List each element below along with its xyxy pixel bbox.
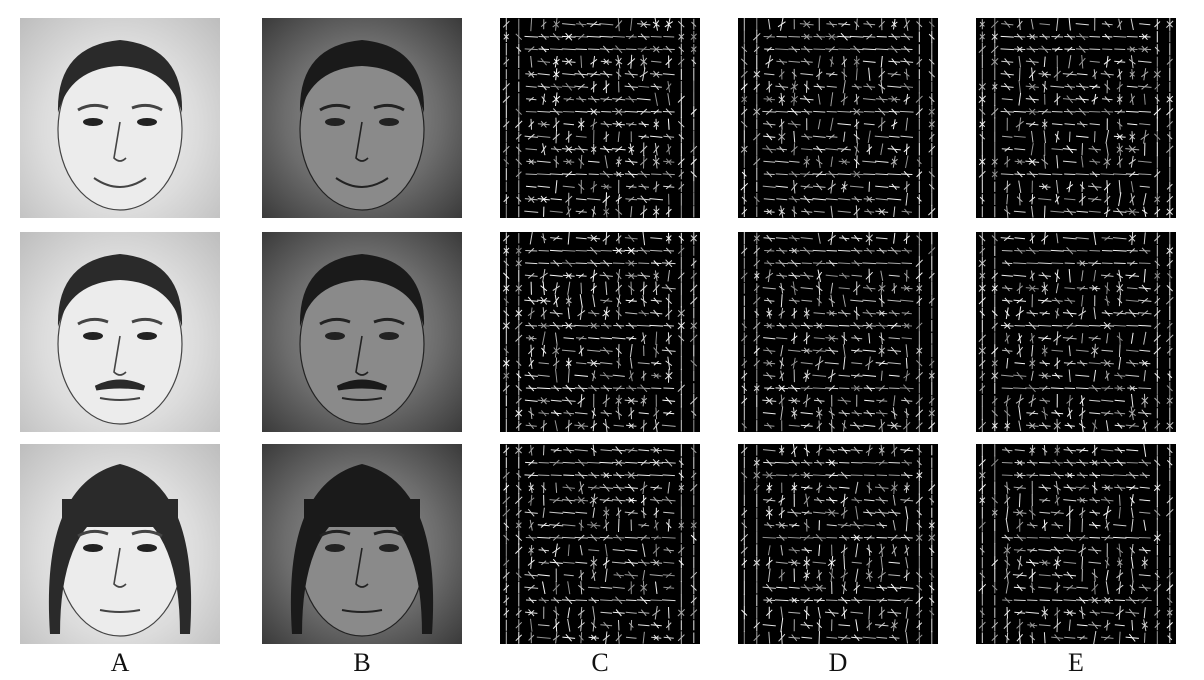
tile-row-1-col-a — [20, 18, 220, 218]
column-label-c: C — [591, 648, 609, 677]
tile-row-3-col-e — [976, 444, 1176, 644]
hog-image — [502, 232, 698, 432]
tile-row-1-col-e — [976, 18, 1176, 218]
hog-image — [978, 444, 1174, 644]
hog-image — [978, 18, 1174, 218]
tile-row-2-col-c — [500, 232, 700, 432]
column-label-e: E — [1068, 648, 1084, 677]
tile-row-3-col-d — [738, 444, 938, 644]
tile-row-2-col-a — [20, 232, 220, 432]
column-label-b: B — [353, 648, 371, 677]
tile-row-3-col-a — [20, 444, 220, 644]
tile-row-3-col-c — [500, 444, 700, 644]
sketch-image — [57, 254, 183, 425]
tile-row-1-col-b — [262, 18, 462, 218]
photo-image — [299, 40, 425, 211]
sketch-image — [57, 40, 183, 211]
hog-image — [978, 232, 1174, 432]
photo-image — [290, 464, 434, 637]
hog-image — [502, 444, 698, 644]
tile-row-2-col-b — [262, 232, 462, 432]
tile-row-2-col-d — [738, 232, 938, 432]
hog-image — [740, 444, 936, 644]
column-label-d: D — [828, 648, 848, 677]
photo-image — [299, 254, 425, 425]
hog-image — [740, 232, 936, 432]
sketch-image — [48, 464, 192, 637]
tile-row-2-col-e — [976, 232, 1176, 432]
hog-image — [502, 18, 698, 218]
tile-row-3-col-b — [262, 444, 462, 644]
column-label-a: A — [110, 648, 130, 677]
hog-image — [740, 18, 936, 218]
tile-row-1-col-c — [500, 18, 700, 218]
tile-row-1-col-d — [738, 18, 938, 218]
